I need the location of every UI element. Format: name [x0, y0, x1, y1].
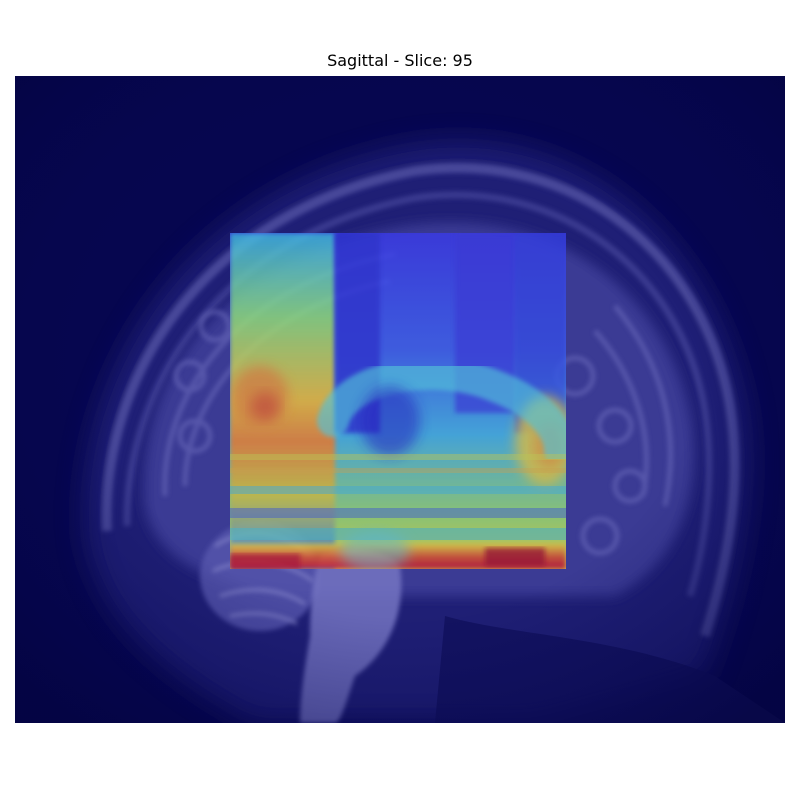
mri-image-panel [15, 76, 785, 723]
figure-title: Sagittal - Slice: 95 [327, 51, 473, 70]
heatmap-overlay [230, 233, 566, 569]
mri-slice-image [15, 76, 785, 723]
